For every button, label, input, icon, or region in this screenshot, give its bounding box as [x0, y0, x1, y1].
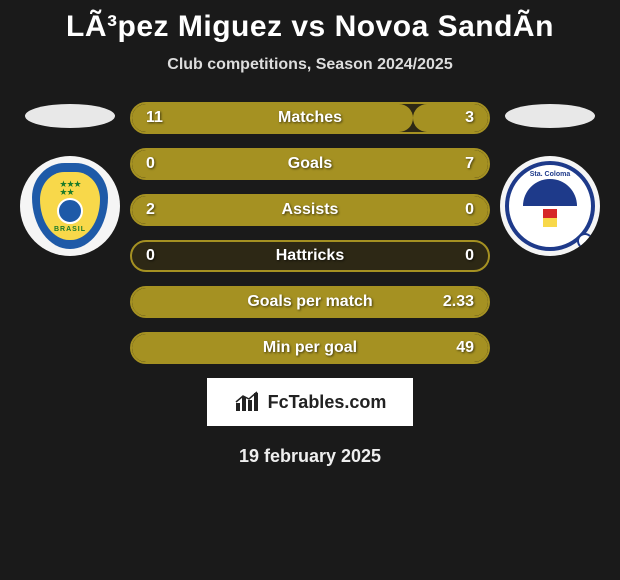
stat-value-right: 7 [465, 155, 474, 173]
stat-label: Goals per match [132, 293, 488, 311]
brand-text: FcTables.com [268, 392, 387, 413]
stat-label: Assists [132, 201, 488, 219]
right-club-badge: Sta. Coloma [500, 156, 600, 256]
stat-label: Hattricks [132, 247, 488, 265]
stat-value-right: 3 [465, 109, 474, 127]
stats-column: 11Matches30Goals72Assists00Hattricks0Goa… [130, 102, 490, 364]
stat-bar: 0Hattricks0 [130, 240, 490, 272]
stat-label: Goals [132, 155, 488, 173]
left-player-placeholder [25, 104, 115, 128]
cbf-crest-icon: ★★★★★ BRASIL [32, 163, 108, 249]
right-player-column: Sta. Coloma [490, 102, 610, 256]
page-subtitle: Club competitions, Season 2024/2025 [167, 56, 452, 74]
stat-value-right: 0 [465, 201, 474, 219]
brand-box[interactable]: FcTables.com [207, 378, 413, 426]
footer-date: 19 february 2025 [239, 446, 381, 467]
stat-value-right: 2.33 [443, 293, 474, 311]
right-player-placeholder [505, 104, 595, 128]
stat-bar: 0Goals7 [130, 148, 490, 180]
stat-bar: 11Matches3 [130, 102, 490, 134]
fcsc-crest-icon: Sta. Coloma [505, 161, 595, 251]
stat-value-right: 49 [456, 339, 474, 357]
stat-label: Matches [132, 109, 488, 127]
stat-bar: Min per goal49 [130, 332, 490, 364]
left-club-badge: ★★★★★ BRASIL [20, 156, 120, 256]
stat-bar: 2Assists0 [130, 194, 490, 226]
main-row: ★★★★★ BRASIL 11Matches30Goals72Assists00… [0, 102, 620, 364]
stat-label: Min per goal [132, 339, 488, 357]
comparison-widget: LÃ³pez Miguez vs Novoa SandÃ­n Club comp… [0, 0, 620, 467]
bar-chart-icon [234, 391, 262, 413]
page-title: LÃ³pez Miguez vs Novoa SandÃ­n [66, 10, 554, 44]
stat-value-right: 0 [465, 247, 474, 265]
stat-bar: Goals per match2.33 [130, 286, 490, 318]
left-player-column: ★★★★★ BRASIL [10, 102, 130, 256]
